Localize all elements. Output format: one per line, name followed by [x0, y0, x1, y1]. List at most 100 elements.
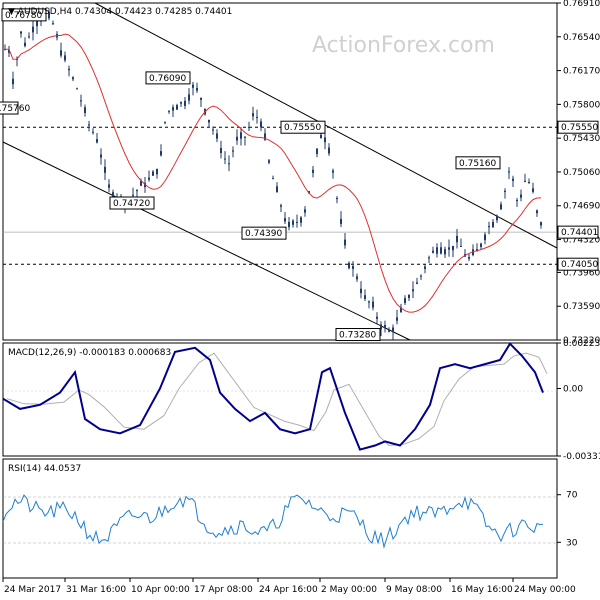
- candle-body: [12, 78, 14, 85]
- candle-body: [412, 289, 414, 292]
- rsi-axis: 70 30: [557, 491, 578, 548]
- candle-body: [372, 301, 374, 308]
- candle-body: [428, 257, 430, 259]
- candle-body: [376, 316, 378, 319]
- macd-panel: MACD(12,26,9) -0.000183 0.000683: [2, 342, 558, 457]
- candle-body: [284, 218, 286, 222]
- level-price-label: 0.74050: [561, 260, 598, 270]
- candle-body: [400, 307, 402, 313]
- chart-header: ▼ AUDUSD,H4 0.74304 0.74423 0.74285 0.74…: [8, 7, 232, 17]
- candle-body: [160, 151, 162, 156]
- candle-body: [108, 184, 110, 188]
- price-annotation-label: 0.75160: [459, 159, 496, 169]
- candle-body: [112, 192, 114, 199]
- candle-body: [496, 215, 498, 221]
- rsi-tick-label: 70: [566, 491, 578, 501]
- candle-body: [316, 148, 318, 154]
- candle-body: [388, 330, 390, 332]
- price-annotation-label: 0.76090: [149, 74, 186, 84]
- macd-axis: 0.002236 0.00 -0.003316: [557, 339, 600, 462]
- candle-body: [348, 262, 350, 269]
- candle-body: [228, 163, 230, 165]
- candle-body: [272, 178, 274, 180]
- candle-body: [500, 204, 502, 210]
- candle-body: [296, 221, 298, 224]
- candle-body: [172, 107, 174, 111]
- candle-body: [288, 221, 290, 228]
- candle-body: [524, 180, 526, 182]
- price-annotation-box: [0, 101, 19, 115]
- candle-body: [440, 247, 442, 254]
- candle-body: [76, 88, 78, 90]
- candle-body: [404, 298, 406, 304]
- price-tick-label: 0.73590: [563, 302, 600, 312]
- candle-body: [196, 87, 198, 91]
- price-annotation-label: 0.74720: [113, 199, 150, 209]
- candle-body: [220, 148, 222, 153]
- candle-body: [460, 245, 462, 247]
- price-annotation-box: [335, 328, 381, 342]
- candle-body: [452, 245, 454, 251]
- candle-body: [68, 68, 70, 71]
- price-tick-label: 0.73960: [563, 268, 600, 278]
- candle-body: [180, 102, 182, 104]
- candle-body: [516, 200, 518, 202]
- price-tick-label: 0.75430: [563, 134, 600, 144]
- time-tick-label: 24 Apr 16:00: [259, 585, 318, 595]
- time-tick-label: 24 Mar 2017: [4, 585, 61, 595]
- candle-body: [132, 194, 134, 196]
- price-tick-label: 0.74690: [563, 202, 600, 212]
- candle-body: [208, 119, 210, 123]
- time-tick-label: 31 Mar 16:00: [66, 585, 126, 595]
- candle-body: [324, 137, 326, 143]
- candle-body: [164, 121, 166, 123]
- candle-body: [224, 158, 226, 160]
- candle-body: [96, 139, 98, 143]
- candle-body: [360, 288, 362, 294]
- candle-body: [236, 136, 238, 141]
- candle-body: [280, 205, 282, 207]
- candle-body: [432, 250, 434, 253]
- candle-body: [32, 26, 34, 33]
- candle-body: [212, 129, 214, 131]
- candle-body: [80, 100, 82, 102]
- candle-body: [512, 178, 514, 181]
- candle-body: [60, 50, 62, 56]
- candle-body: [444, 249, 446, 255]
- candle-body: [436, 247, 438, 254]
- macd-tick-label: 0.002236: [563, 339, 600, 349]
- time-tick-label: 24 May 00:00: [514, 585, 576, 595]
- candle-body: [408, 294, 410, 299]
- candle-body: [352, 266, 354, 269]
- candle-body: [4, 49, 6, 51]
- candle-body: [504, 190, 506, 192]
- time-axis: 24 Mar 2017 31 Mar 16:00 10 Apr 00:00 17 Ap…: [2, 578, 576, 595]
- price-annotation-box: [241, 226, 287, 240]
- macd-tick-label: 0.00: [563, 385, 583, 395]
- menu-triangle-icon: ▼: [8, 7, 18, 17]
- candle-body: [84, 107, 86, 114]
- rsi-tick-label: 30: [566, 538, 578, 548]
- price-annotation-label: 0.76780: [5, 11, 42, 21]
- candle-body: [268, 160, 270, 163]
- candle-body: [332, 170, 334, 173]
- candle-body: [520, 194, 522, 198]
- candle-body: [368, 301, 370, 303]
- candle-body: [200, 97, 202, 100]
- candle-body: [48, 12, 50, 19]
- candle-body: [384, 325, 386, 329]
- candle-body: [232, 150, 234, 152]
- candle-body: [420, 275, 422, 277]
- candle-body: [136, 190, 138, 192]
- candle-body: [536, 210, 538, 214]
- candle-body: [488, 226, 490, 228]
- time-tick-label: 2 May 00:00: [321, 585, 377, 595]
- candle-body: [540, 222, 542, 226]
- candle-body: [528, 182, 530, 184]
- price-tick-label: 0.74320: [563, 236, 600, 246]
- candle-body: [52, 23, 54, 25]
- candle-body: [340, 218, 342, 224]
- price-axis: 0.76910 0.76540 0.76170 0.75800 0.75430 0.750…: [557, 0, 600, 346]
- candle-body: [188, 94, 190, 101]
- macd-tick-label: -0.003316: [563, 452, 600, 462]
